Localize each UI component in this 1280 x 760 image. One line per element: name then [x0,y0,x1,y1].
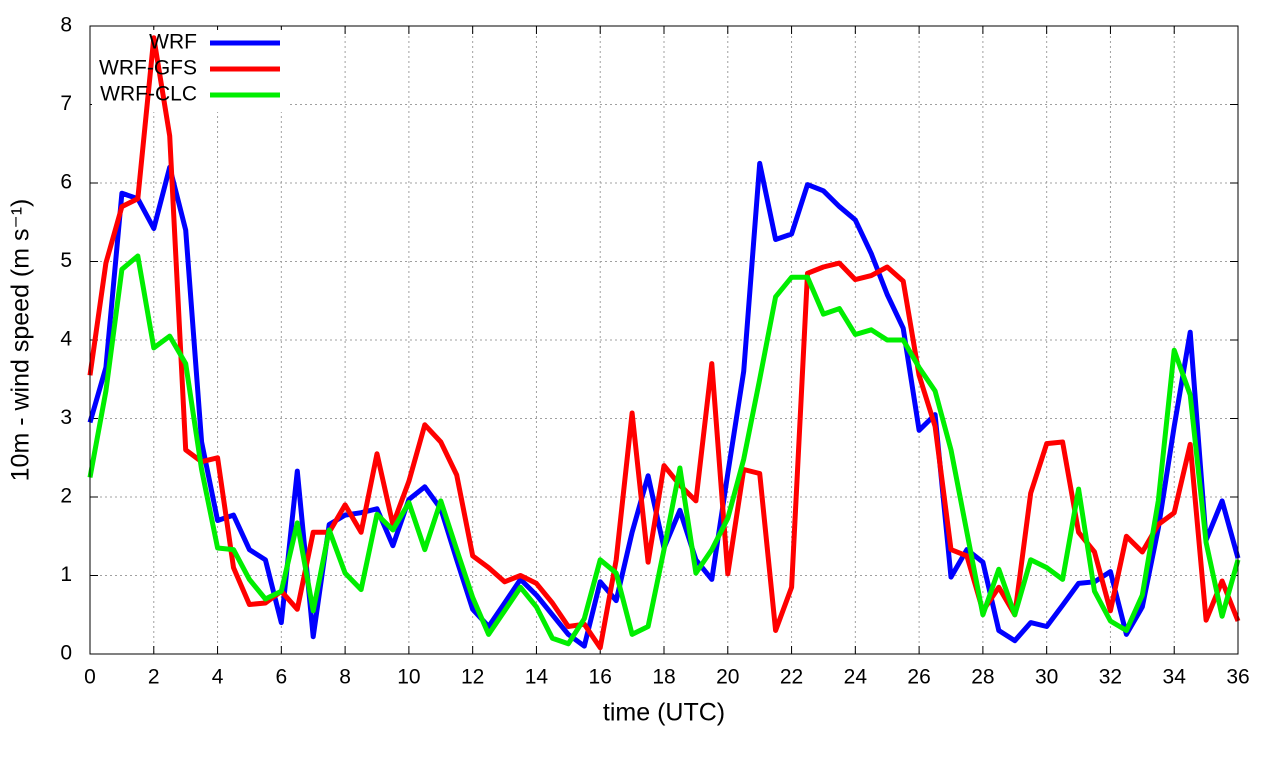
y-tick-label: 4 [60,328,72,351]
data-line [87,253,1241,647]
x-tick-label: 12 [461,666,484,689]
legend-label: WRF [149,31,197,54]
x-tick-label: 10 [397,666,420,689]
y-tick-label: 0 [60,642,72,665]
x-tick-label: 34 [1163,666,1187,689]
y-tick-label: 6 [60,171,72,194]
x-tick-label: 18 [652,666,675,689]
y-axis-label: 10m - wind speed (m s⁻¹) [7,199,35,482]
x-tick-label: 20 [716,666,739,689]
y-tick-label: 2 [60,485,72,508]
x-tick-label: 0 [84,666,96,689]
x-axis-label: time (UTC) [603,699,725,727]
x-tick-label: 14 [525,666,549,689]
x-tick-label: 6 [275,666,287,689]
legend-label: WRF-CLC [100,83,197,106]
x-tick-label: 4 [212,666,224,689]
x-tick-label: 36 [1226,666,1249,689]
x-tick-label: 2 [148,666,160,689]
y-tick-label: 7 [60,92,72,115]
x-tick-label: 24 [844,666,868,689]
y-tick-label: 1 [60,563,72,586]
plot-frame [89,25,1239,655]
y-tick-label: 8 [60,14,72,37]
legend-label: WRF-GFS [99,57,197,80]
x-tick-label: 32 [1099,666,1122,689]
x-tick-label: 8 [339,666,351,689]
x-tick-label: 30 [1035,666,1058,689]
x-tick-label: 16 [589,666,612,689]
x-tick-label: 28 [971,666,994,689]
x-tick-label: 22 [780,666,803,689]
y-tick-label: 5 [60,249,72,272]
y-tick-label: 3 [60,406,72,429]
x-tick-label: 26 [907,666,930,689]
